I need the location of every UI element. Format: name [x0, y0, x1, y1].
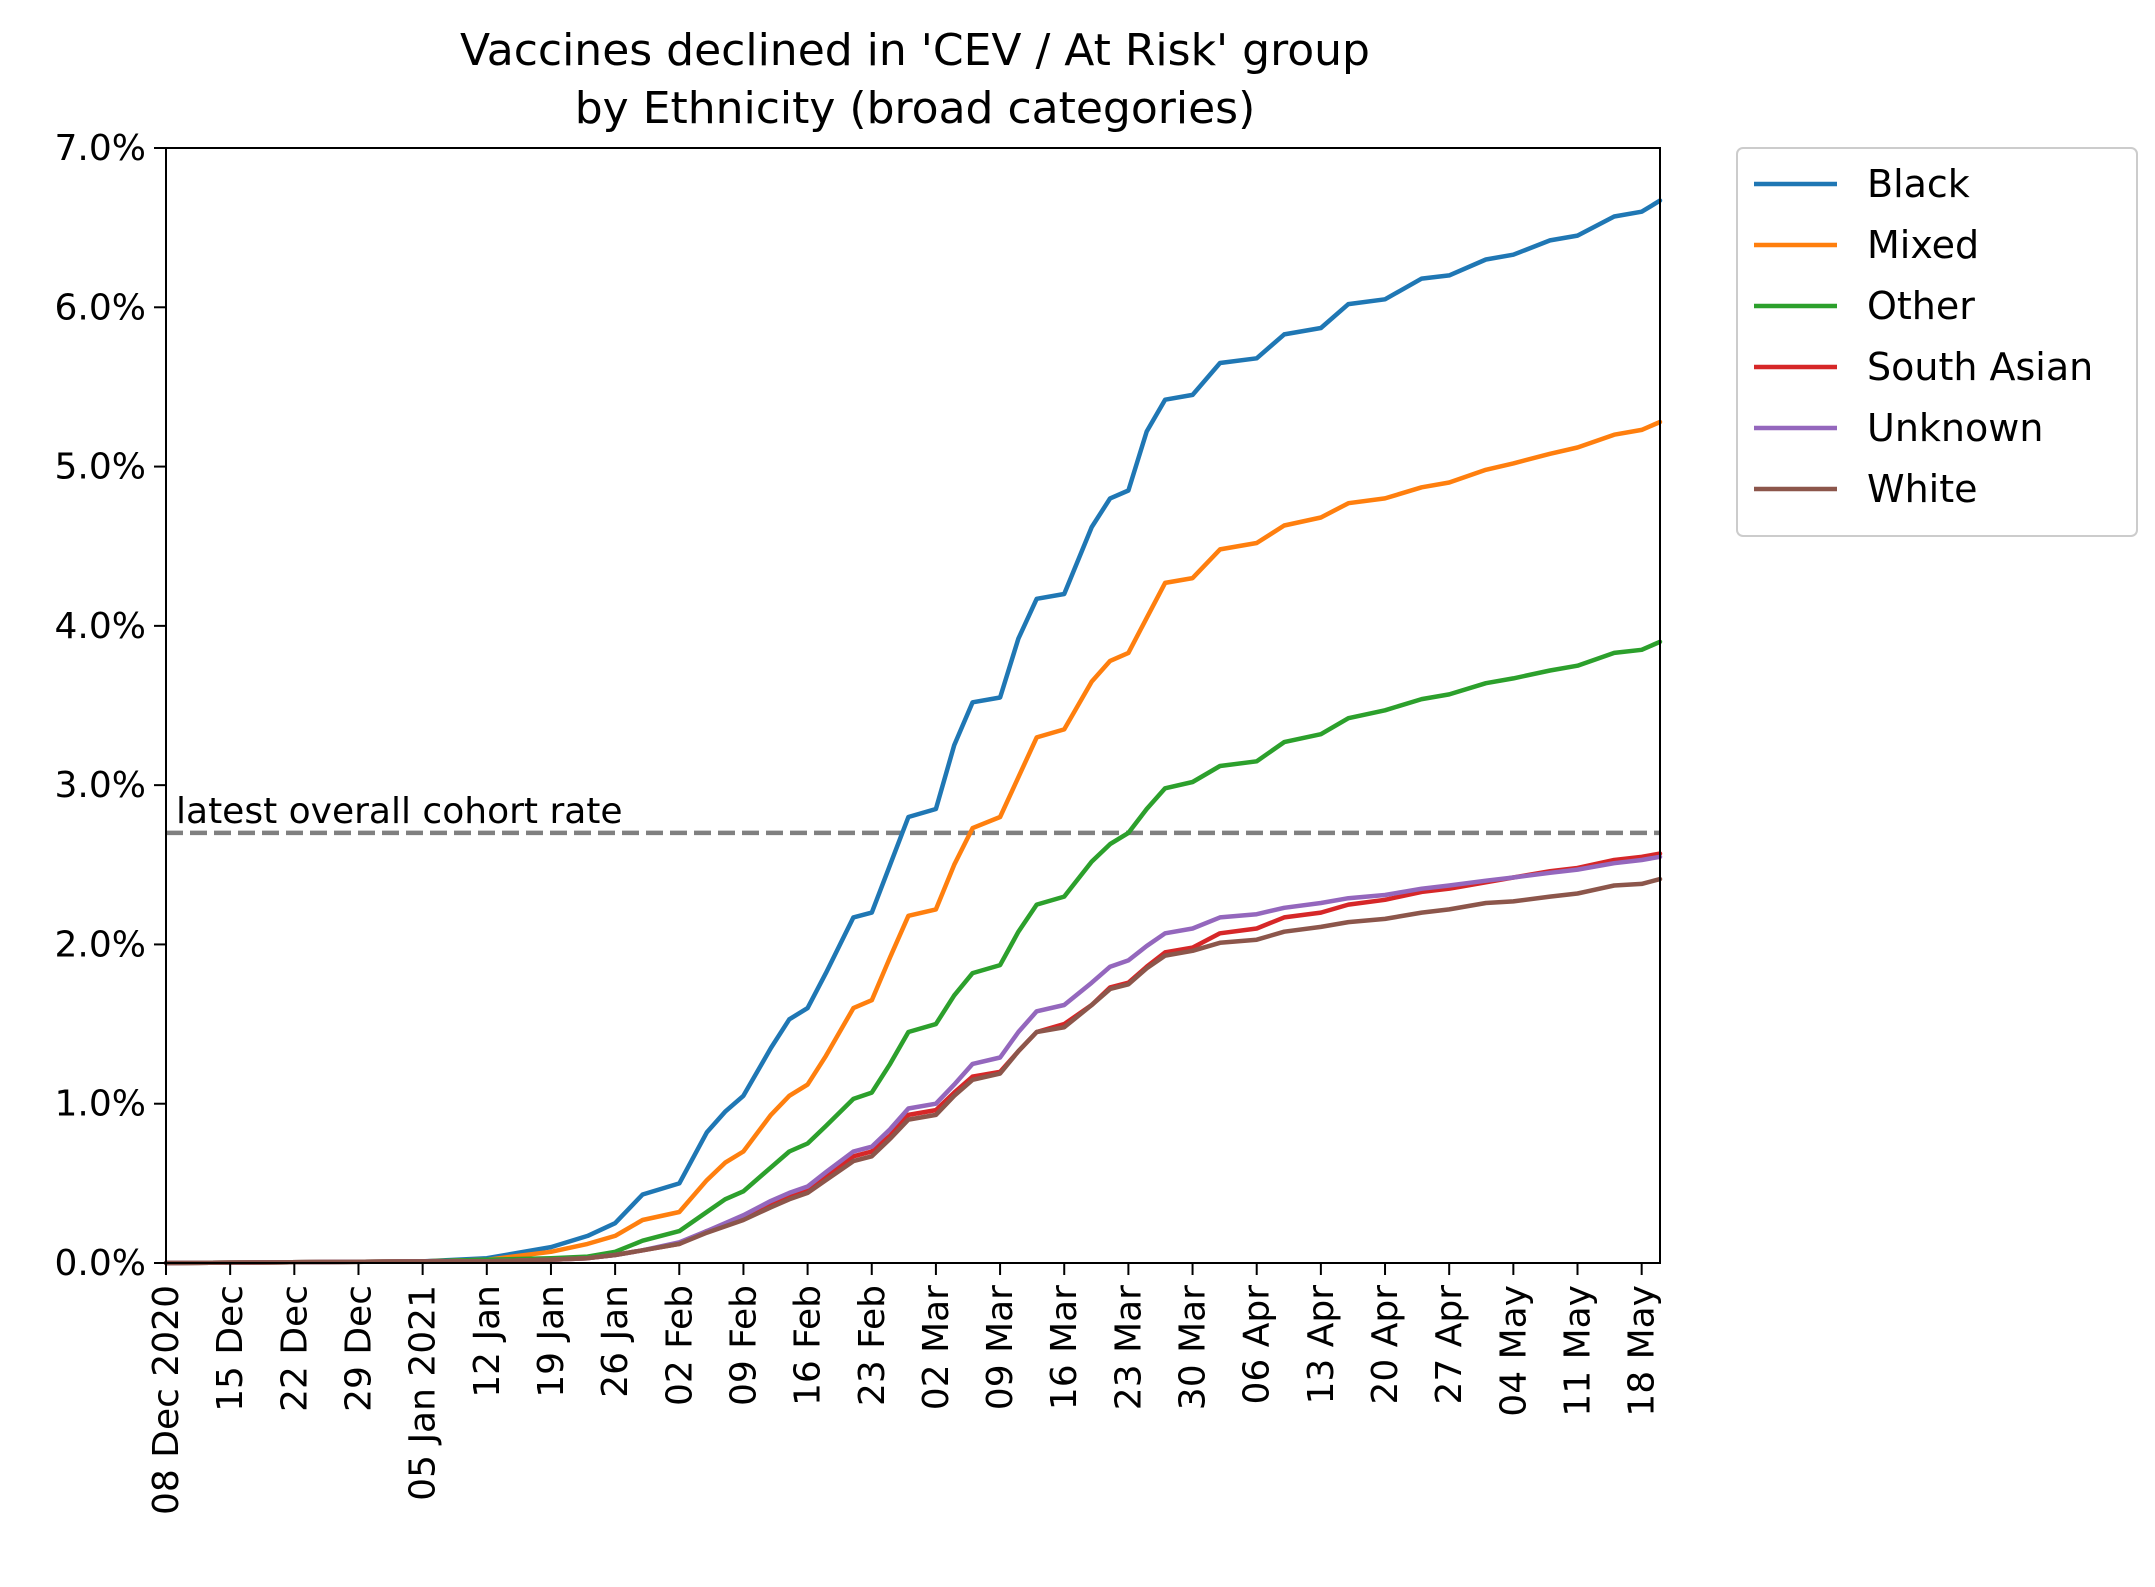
series-line-other [163, 639, 1663, 1266]
legend-label-unknown: Unknown [1867, 406, 2043, 450]
x-tick-label: 12 Jan [467, 1285, 508, 1398]
legend[interactable]: Black Mixed Other South Asian Unknown White [1736, 147, 2138, 537]
legend-label-black: Black [1867, 162, 1970, 206]
y-tick-label: 3.0% [55, 765, 146, 806]
x-tick-label: 23 Mar [1108, 1285, 1149, 1410]
y-axis: 0.0% 1.0% 2.0% 3.0% 4.0% 5.0% 6.0% 7.0% [55, 128, 166, 1284]
x-tick-label: 20 Apr [1365, 1285, 1406, 1405]
y-tick-label: 2.0% [55, 924, 146, 965]
y-tick-label: 5.0% [55, 447, 146, 488]
x-tick-label: 16 Mar [1044, 1285, 1085, 1410]
legend-label-other: Other [1867, 284, 1975, 328]
x-tick-label: 27 Apr [1429, 1285, 1470, 1405]
plot-frame [165, 147, 1661, 1264]
x-tick-label: 09 Feb [723, 1285, 764, 1406]
x-tick-label: 05 Jan 2021 [403, 1285, 444, 1501]
x-tick-label: 13 Apr [1301, 1285, 1342, 1405]
x-axis: 08 Dec 2020 15 Dec 22 Dec 29 Dec 05 Jan 2021… [146, 1263, 1663, 1515]
reference-line-group: latest overall cohort rate [166, 791, 1660, 836]
x-tick-label: 26 Jan [595, 1285, 636, 1398]
series-line-mixed [163, 419, 1663, 1266]
chart-subtitle: by Ethnicity (broad categories) [575, 83, 1256, 134]
series-line-black [163, 198, 1663, 1266]
x-tick-label: 08 Dec 2020 [146, 1285, 187, 1515]
x-tick-label: 04 May [1493, 1285, 1534, 1417]
x-tick-label: 30 Mar [1173, 1285, 1214, 1410]
x-tick-label: 11 May [1558, 1285, 1599, 1417]
legend-label-white: White [1867, 467, 1978, 511]
x-tick-label: 15 Dec [210, 1285, 251, 1412]
x-tick-label: 19 Jan [531, 1285, 572, 1398]
y-tick-label: 4.0% [55, 606, 146, 647]
y-tick-label: 6.0% [55, 287, 146, 328]
y-tick-label: 0.0% [55, 1243, 146, 1284]
y-tick-label: 1.0% [55, 1084, 146, 1125]
series-group [163, 198, 1663, 1266]
x-tick-label: 16 Feb [788, 1285, 829, 1406]
x-tick-label: 22 Dec [274, 1285, 315, 1412]
x-tick-label: 18 May [1622, 1285, 1663, 1417]
x-tick-label: 23 Feb [852, 1285, 893, 1406]
y-tick-label: 7.0% [55, 128, 146, 169]
x-tick-label: 02 Mar [916, 1285, 957, 1410]
legend-label-mixed: Mixed [1867, 223, 1979, 267]
x-tick-label: 06 Apr [1237, 1285, 1278, 1405]
chart-title: Vaccines declined in 'CEV / At Risk' gro… [460, 25, 1370, 76]
x-tick-label: 02 Feb [659, 1285, 700, 1406]
legend-label-south-asian: South Asian [1867, 345, 2093, 389]
x-tick-label: 29 Dec [339, 1285, 380, 1412]
series-line-white [163, 876, 1663, 1266]
series-line-unknown [163, 854, 1663, 1266]
x-tick-label: 09 Mar [980, 1285, 1021, 1410]
reference-line-label: latest overall cohort rate [176, 791, 623, 832]
